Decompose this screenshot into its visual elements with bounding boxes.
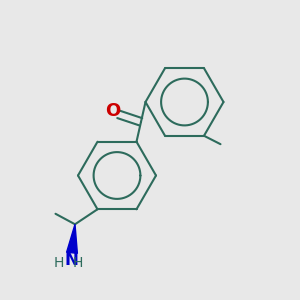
Text: N: N bbox=[64, 251, 78, 269]
Text: H: H bbox=[53, 256, 64, 270]
Polygon shape bbox=[67, 224, 77, 253]
Text: H: H bbox=[72, 256, 83, 270]
Text: O: O bbox=[105, 102, 120, 120]
